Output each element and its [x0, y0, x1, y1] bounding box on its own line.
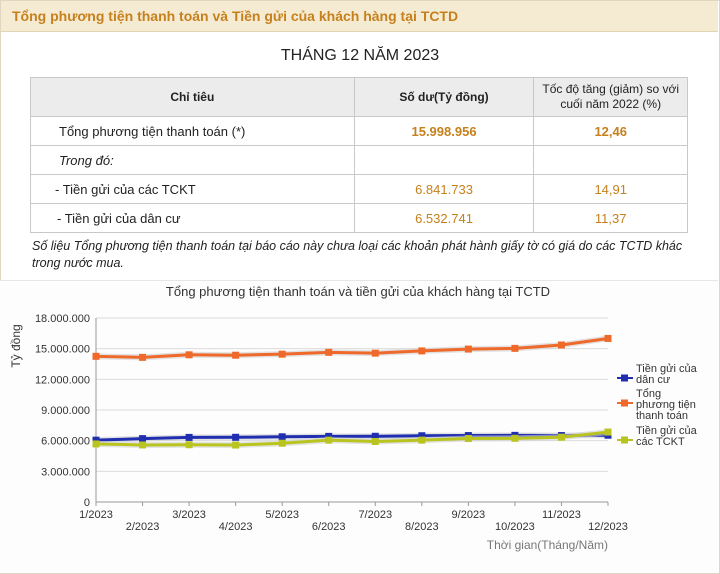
data-point: [325, 432, 333, 440]
row-growth: [533, 145, 688, 175]
y-tick-label: 0: [84, 497, 90, 509]
y-tick-label: 6.000.000: [41, 436, 90, 448]
row-label: Tổng phương tiện thanh toán (*): [30, 116, 355, 146]
data-point: [418, 436, 426, 444]
data-point: [185, 433, 193, 441]
data-point: [418, 347, 426, 355]
panel-header: Tổng phương tiện thanh toán và Tiền gửi …: [1, 1, 718, 32]
row-label: - Tiền gửi của dân cư: [30, 203, 355, 233]
table-row: Tổng phương tiện thanh toán (*) 15.998.9…: [30, 116, 688, 146]
table-row: - Tiền gửi của các TCKT 6.841.733 14,91: [30, 174, 688, 204]
y-axis-label: Tỷ đồng: [9, 324, 23, 367]
x-tick-label: 12/2023: [588, 521, 628, 533]
grid-lines: [95, 317, 608, 503]
data-point: [604, 428, 612, 436]
legend-swatch: [621, 374, 628, 382]
x-tick-label: 3/2023: [172, 509, 206, 521]
chart-area: [0, 280, 718, 573]
data-point: [185, 441, 193, 449]
data-point: [325, 348, 333, 356]
data-point: [92, 440, 100, 448]
data-point: [278, 350, 286, 358]
data-point: [325, 436, 333, 444]
x-tick-label: 2/2023: [126, 521, 160, 533]
series-line: [95, 336, 609, 359]
chart-title: Tổng phương tiện thanh toán và tiền gửi …: [166, 284, 550, 299]
x-axis-ticks: 1/2023 2/2023 3/2023 4/2023 5/2023 6/2023 7/20…: [79, 502, 628, 533]
row-label: Trong đó:: [30, 145, 355, 175]
data-point: [139, 435, 147, 443]
data-point: [232, 441, 240, 449]
header-indicator: Chỉ tiêu: [30, 77, 355, 117]
summary-table: Chỉ tiêu Số dư(Tỷ đồng) Tốc độ tăng (giả…: [30, 77, 688, 233]
x-tick-label: 11/2023: [542, 509, 581, 521]
footnote: Số liệu Tổng phương tiện thanh toán tại …: [32, 239, 683, 270]
row-label: - Tiền gửi của các TCKT: [30, 174, 355, 204]
x-tick-label: 10/2023: [495, 521, 535, 533]
x-tick-label: 1/2023: [79, 509, 113, 521]
x-tick-label: 9/2023: [452, 509, 486, 521]
data-point: [511, 434, 519, 442]
series-lines: [92, 334, 612, 449]
x-tick-label: 7/2023: [358, 509, 392, 521]
y-tick-label: 9.000.000: [41, 405, 90, 417]
data-point: [371, 432, 379, 440]
legend-label: Tiền gửi của dân cư: [636, 363, 698, 386]
row-growth: 11,37: [533, 203, 688, 233]
table-row: Trong đó:: [30, 145, 688, 175]
row-growth: 14,91: [533, 174, 688, 204]
data-point: [278, 439, 286, 447]
y-tick-label: 18.000.000: [35, 313, 90, 325]
x-tick-label: 4/2023: [219, 521, 253, 533]
legend-label: Tổng phương tiện thanh toán: [636, 388, 696, 422]
data-point: [464, 435, 472, 443]
y-tick-label: 15.000.000: [35, 344, 90, 356]
data-point: [557, 341, 565, 349]
row-balance: [353, 145, 535, 175]
y-axis-ticks: 0 3.000.000 6.000.000 9.000.000 12.000.000 15…: [35, 313, 90, 509]
data-point: [232, 433, 240, 441]
x-tick-label: 8/2023: [405, 521, 439, 533]
row-balance: 6.532.741: [353, 203, 535, 233]
data-point: [92, 352, 100, 360]
series-line: [95, 430, 609, 447]
data-point: [139, 353, 147, 361]
header-growth: Tốc độ tăng (giảm) so với cuối năm 2022 …: [533, 77, 688, 117]
data-point: [371, 437, 379, 445]
data-point: [557, 433, 565, 441]
data-point: [464, 345, 472, 353]
data-point: [232, 351, 240, 359]
data-point: [139, 441, 147, 449]
data-point: [604, 334, 612, 342]
y-tick-label: 12.000.000: [35, 374, 90, 386]
data-point: [418, 432, 426, 440]
data-point: [278, 433, 286, 441]
data-point: [185, 351, 193, 359]
data-point: [511, 344, 519, 352]
data-point: [92, 436, 100, 444]
row-balance: 15.998.956: [353, 116, 535, 146]
line-chart: Tổng phương tiện thanh toán và tiền gửi …: [9, 284, 698, 552]
panel-title: Tổng phương tiện thanh toán và Tiền gửi …: [12, 8, 459, 24]
x-axis-label: Thời gian(Tháng/Năm): [487, 538, 608, 552]
legend-label: Tiền gửi của các TCKT: [636, 425, 698, 448]
legend-swatch: [621, 399, 628, 407]
table-header-row: Chỉ tiêu Số dư(Tỷ đồng) Tốc độ tăng (giả…: [30, 77, 688, 117]
legend-swatch: [621, 436, 628, 444]
x-tick-label: 5/2023: [265, 509, 299, 521]
table-row: - Tiền gửi của dân cư 6.532.741 11,37: [30, 203, 688, 233]
row-growth: 12,46: [533, 116, 688, 146]
x-tick-label: 6/2023: [312, 521, 346, 533]
period-title: THÁNG 12 NĂM 2023: [280, 47, 440, 64]
row-balance: 6.841.733: [353, 174, 535, 204]
header-balance: Số dư(Tỷ đồng): [353, 77, 535, 117]
y-tick-label: 3.000.000: [41, 466, 90, 478]
data-point: [371, 349, 379, 357]
